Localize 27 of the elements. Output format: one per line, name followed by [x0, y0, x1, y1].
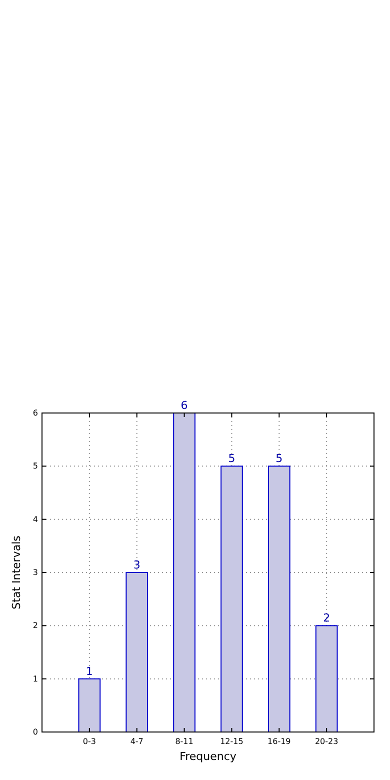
- data-label: 5: [228, 452, 236, 466]
- y-tick-label: 6: [32, 408, 38, 418]
- bar: [268, 466, 290, 732]
- y-tick-label: 3: [32, 568, 38, 578]
- data-label: 5: [276, 452, 283, 466]
- bar: [126, 572, 148, 732]
- data-label: 2: [323, 612, 330, 625]
- y-tick-label: 5: [32, 462, 38, 471]
- x-tick-label: 12-15: [220, 737, 244, 746]
- y-axis-title: Stat Intervals: [10, 535, 23, 610]
- y-tick-label: 4: [32, 514, 38, 524]
- x-tick-label: 20-23: [314, 737, 338, 746]
- data-label: 3: [133, 558, 140, 572]
- bar: [78, 678, 101, 732]
- data-label: 1: [86, 664, 93, 678]
- bar: [315, 625, 338, 732]
- y-tick-label: 0: [32, 728, 38, 737]
- x-tick-label: 8-11: [175, 737, 194, 746]
- x-tick-label: 0-3: [82, 737, 96, 746]
- x-tick-label: 4-7: [130, 737, 144, 746]
- x-tick-label: 16-19: [268, 737, 291, 746]
- data-label: 6: [180, 399, 188, 412]
- bar: [173, 412, 196, 732]
- y-tick-label: 2: [32, 621, 38, 630]
- y-tick-label: 1: [32, 674, 38, 684]
- bar: [220, 466, 243, 732]
- x-axis-title: Frequency: [180, 750, 237, 763]
